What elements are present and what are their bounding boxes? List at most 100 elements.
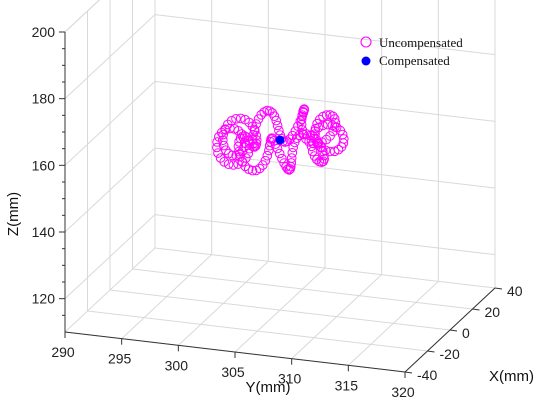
legend-label-compensated: Compensated — [379, 53, 450, 68]
x-tick-mark — [427, 350, 435, 353]
y-tick-label: 310 — [278, 371, 302, 387]
floor-gridline — [87, 310, 428, 352]
data-point-uncompensated — [279, 158, 289, 168]
legend-marker-uncompensated — [360, 36, 372, 48]
data-point-uncompensated — [262, 150, 273, 161]
floor-gridline — [132, 268, 473, 310]
back-wall-gridline — [154, 147, 496, 189]
x-tick-mark — [449, 329, 458, 332]
x-tick-label: -40 — [417, 367, 437, 383]
y-tick-label: 305 — [221, 364, 245, 380]
data-point-uncompensated — [228, 160, 239, 170]
data-point-uncompensated — [313, 122, 324, 133]
data-point-uncompensated — [277, 153, 287, 164]
x-axis-label: X(mm) — [489, 368, 534, 385]
x-tick-label: -20 — [440, 346, 460, 362]
data-point-uncompensated — [274, 148, 285, 159]
side-wall-gridline — [64, 80, 156, 166]
data-point-uncompensated — [231, 150, 241, 161]
data-point-uncompensated — [325, 110, 335, 120]
data-point-uncompensated — [235, 113, 246, 124]
x-tick-mark — [404, 371, 413, 374]
z-tick-label: 140 — [32, 224, 56, 240]
legend-item-compensated: Compensated — [361, 53, 450, 68]
data-point-uncompensated — [327, 120, 338, 131]
legend-item-uncompensated: Uncompensated — [360, 35, 463, 50]
y-tick-label: 315 — [335, 377, 359, 393]
data-point-uncompensated — [264, 140, 275, 151]
legend-marker-compensated — [361, 56, 371, 66]
data-point-uncompensated — [212, 142, 222, 153]
legend: Uncompensated Compensated — [360, 35, 463, 68]
data-point-uncompensated — [231, 114, 241, 124]
data-point-uncompensated — [235, 152, 245, 162]
data-point-uncompensated — [307, 130, 318, 141]
y-tick-label: 300 — [165, 357, 189, 373]
data-point-uncompensated — [319, 154, 330, 164]
data-point-compensated — [275, 135, 285, 145]
data-point-uncompensated — [316, 157, 327, 167]
x-tick-label: 40 — [507, 283, 523, 299]
data-point-uncompensated — [298, 106, 308, 117]
data-point-uncompensated — [212, 137, 222, 147]
data-point-uncompensated — [305, 130, 316, 141]
data-point-uncompensated — [215, 153, 226, 163]
z-tick-label: 200 — [32, 24, 56, 40]
data-point-uncompensated — [248, 135, 258, 145]
data-point-uncompensated — [271, 115, 282, 126]
data-point-uncompensated — [248, 130, 258, 140]
data-point-uncompensated — [224, 148, 234, 159]
x-tick-label: 20 — [485, 304, 501, 320]
data-point-uncompensated — [290, 126, 301, 136]
side-wall-gridline — [64, 14, 156, 100]
side-wall-gridline — [64, 147, 156, 233]
side-wall-gridline — [64, 214, 156, 300]
data-point-uncompensated — [318, 146, 328, 157]
data-point-uncompensated — [238, 133, 249, 143]
back-wall-gridline — [154, 214, 496, 256]
data-point-uncompensated — [307, 146, 318, 157]
data-point-uncompensated — [339, 134, 349, 144]
data-point-uncompensated — [251, 119, 262, 129]
data-point-uncompensated — [218, 135, 228, 145]
data-point-uncompensated — [306, 136, 317, 146]
legend-label-uncompensated: Uncompensated — [379, 35, 463, 50]
data-point-uncompensated — [220, 124, 230, 134]
data-point-uncompensated — [243, 164, 254, 174]
data-point-uncompensated — [297, 110, 308, 120]
data-point-uncompensated — [312, 154, 322, 165]
x-tick-label: 0 — [462, 325, 470, 341]
x-tick-mark — [494, 287, 503, 290]
data-point-uncompensated — [272, 120, 283, 131]
data-point-uncompensated — [335, 125, 346, 136]
z-tick-label: 160 — [32, 157, 56, 173]
data-point-uncompensated — [226, 116, 237, 126]
data-point-uncompensated — [333, 144, 344, 155]
grid-layer — [59, 0, 503, 378]
box-edge — [64, 0, 101, 33]
data-point-uncompensated — [312, 118, 322, 129]
data-point-uncompensated — [251, 135, 262, 145]
data-point-uncompensated — [264, 145, 274, 156]
data-point-uncompensated — [288, 142, 299, 153]
z-tick-label: 120 — [32, 291, 56, 307]
back-wall-gridline — [154, 80, 496, 122]
data-point-uncompensated — [221, 145, 231, 155]
y-axis-label: Y(mm) — [246, 379, 291, 396]
tick-labels: 290 295 300 305 310 315 320-40-200 20 40 120 140 16… — [32, 24, 523, 400]
y-tick-label: 320 — [391, 384, 415, 400]
y-tick-label: 290 — [51, 344, 75, 360]
data-point-uncompensated — [289, 137, 300, 148]
data-point-uncompensated — [331, 122, 342, 133]
data-point-uncompensated — [218, 140, 229, 151]
data-points — [212, 104, 349, 176]
z-axis-label: Z(mm) — [5, 192, 22, 236]
data-point-uncompensated — [287, 148, 298, 158]
data-point-uncompensated — [284, 165, 295, 175]
data-point-uncompensated — [269, 111, 280, 121]
data-point-uncompensated — [319, 150, 329, 161]
z-tick-label: 180 — [32, 91, 56, 107]
x-tick-mark — [472, 308, 480, 311]
back-wall-gridline — [154, 14, 496, 56]
